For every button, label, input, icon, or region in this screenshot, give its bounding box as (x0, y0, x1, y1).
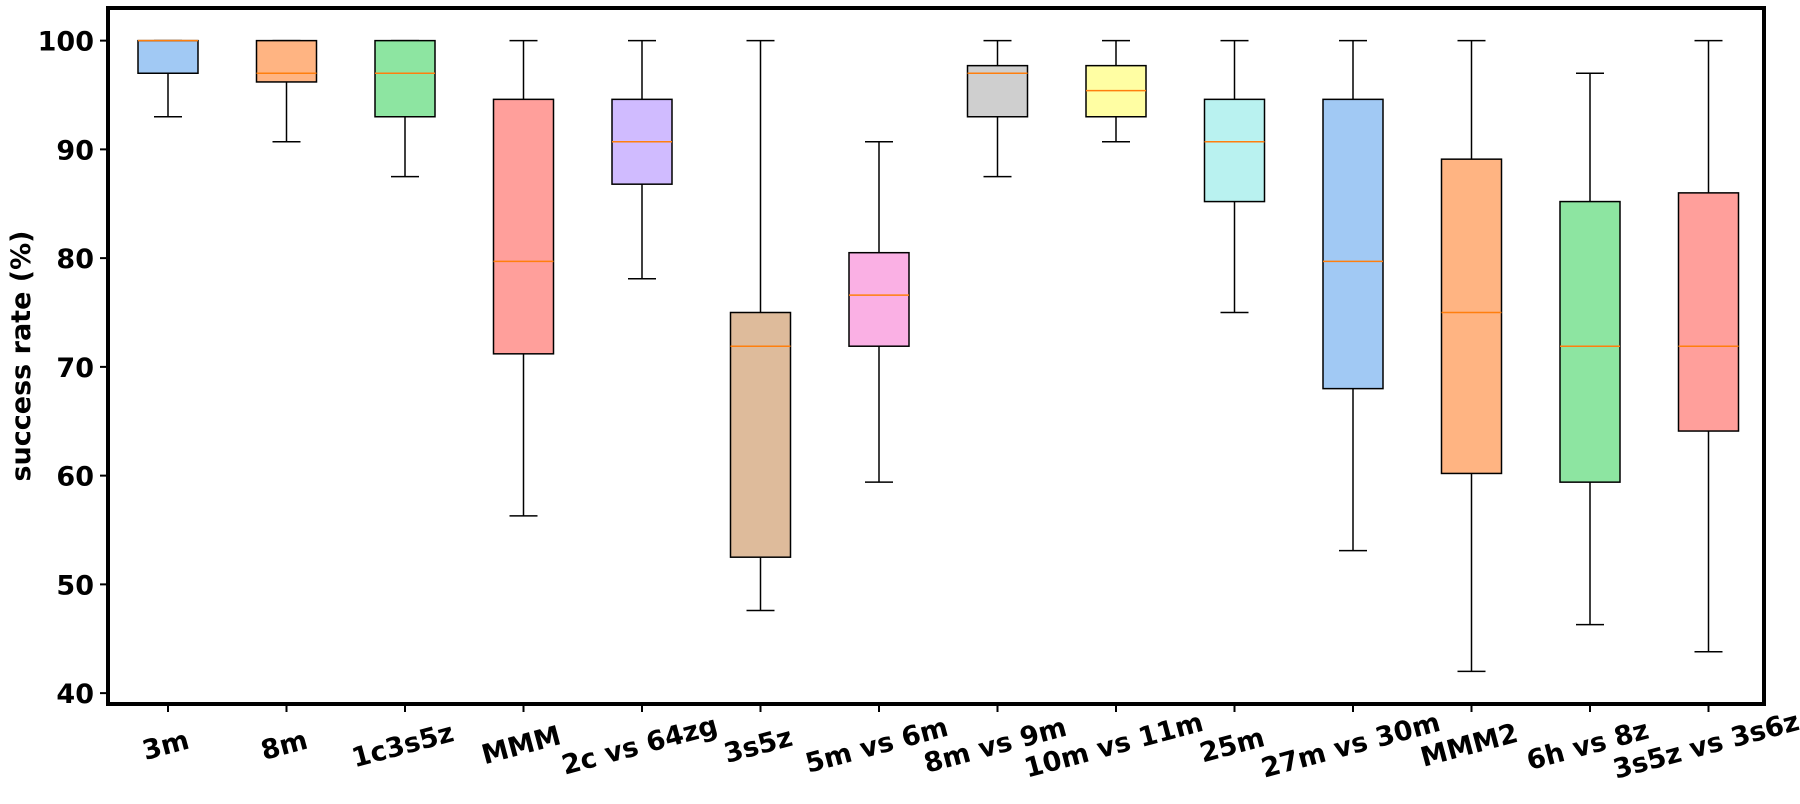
box-27m-vs-30m (1322, 39, 1384, 552)
iqr-box (137, 39, 199, 74)
x-tick-label: 27m vs 30m (1258, 707, 1444, 785)
plot-frame (106, 6, 1766, 706)
iqr-box (1677, 192, 1740, 432)
x-tick-label: 2c vs 64zg (559, 710, 721, 781)
y-tick-label: 70 (56, 353, 94, 384)
iqr-box (966, 64, 1029, 118)
box-8m (255, 39, 318, 143)
iqr-box (1203, 98, 1266, 203)
iqr-box (1559, 200, 1621, 483)
box-1c3s5z (374, 39, 436, 178)
box-mmm (492, 39, 555, 517)
box-series (137, 39, 1740, 673)
y-tick-label: 80 (56, 244, 94, 275)
y-tick-label: 40 (56, 679, 94, 710)
box-3s5z (729, 39, 792, 612)
x-tick-label: 1c3s5z (348, 717, 457, 774)
x-tick-label: 3s5z (721, 722, 796, 770)
x-tick-label: MMM (478, 720, 564, 771)
iqr-box (492, 98, 555, 355)
iqr-box (1440, 158, 1503, 475)
x-tick-label: 8m (258, 725, 311, 767)
y-axis: 40 50 60 70 80 90 100 (38, 27, 108, 710)
y-tick-label: 60 (56, 462, 94, 493)
y-tick-label: 100 (38, 27, 94, 58)
box-6h-vs-8z (1559, 72, 1621, 626)
y-axis-label: success rate (%) (6, 230, 37, 481)
iqr-box (255, 39, 318, 83)
box-25m (1203, 39, 1266, 314)
iqr-box (1322, 98, 1384, 390)
y-tick-label: 50 (56, 570, 94, 601)
box-2c-vs-64zg (611, 39, 673, 280)
box-3m (137, 39, 199, 118)
iqr-box (848, 251, 910, 347)
box-mmm2 (1440, 39, 1503, 673)
iqr-box (374, 39, 436, 118)
y-tick-label: 90 (56, 135, 94, 166)
box-10m-vs-11m (1085, 39, 1147, 143)
x-tick-label: 25m (1197, 722, 1269, 769)
box-8m-vs-9m (966, 39, 1029, 178)
box-3s5z-vs-3s6z (1677, 39, 1740, 653)
box-5m-vs-6m (848, 141, 910, 483)
iqr-box (729, 311, 792, 558)
x-tick-label: 3m (139, 725, 192, 767)
